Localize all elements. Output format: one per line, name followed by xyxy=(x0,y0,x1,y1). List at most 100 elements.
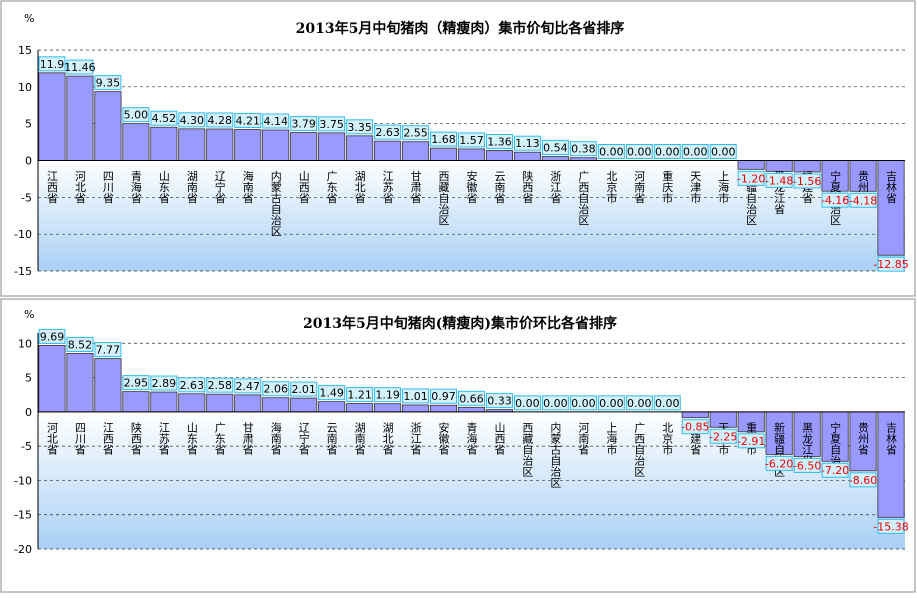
value-label: 1.68 xyxy=(431,133,456,146)
x-tick-label: 青海省 xyxy=(129,170,142,204)
x-tick-label: 四川省 xyxy=(101,171,114,205)
bar xyxy=(262,397,290,413)
value-label-box xyxy=(262,113,290,129)
value-label-box xyxy=(430,388,458,404)
x-tick-label: 安徽省 xyxy=(465,169,478,204)
value-label-box xyxy=(66,59,94,75)
value-label-box xyxy=(597,144,625,159)
value-label: 2.58 xyxy=(208,379,233,392)
value-label-box xyxy=(513,135,541,151)
value-label: 1.21 xyxy=(347,389,372,402)
value-label-box xyxy=(318,116,346,132)
x-tick-label: 辽宁省 xyxy=(213,170,226,204)
x-tick-label: 吉林省 xyxy=(885,170,898,204)
value-label: -1.56 xyxy=(793,175,821,188)
x-tick-label: 浙江省 xyxy=(409,422,422,456)
value-label-box xyxy=(178,112,206,128)
y-tick-label: 0 xyxy=(25,406,32,419)
value-label: 9.69 xyxy=(40,330,65,343)
value-label: 4.21 xyxy=(236,114,261,127)
x-tick-label: 黑龙江省 xyxy=(801,422,814,467)
value-label-box xyxy=(653,395,681,411)
bar xyxy=(877,160,905,256)
x-tick-label: 广东省 xyxy=(213,422,226,456)
value-label: 1.36 xyxy=(487,135,512,148)
value-label: 8.52 xyxy=(68,338,93,351)
x-tick-label: 江苏省 xyxy=(381,170,394,204)
x-tick-label: 西藏自治区 xyxy=(521,422,534,477)
value-label-box xyxy=(206,112,234,128)
x-tick-label: 贵州省 xyxy=(857,422,870,456)
value-label-box xyxy=(737,433,765,449)
value-label: 0.66 xyxy=(459,392,484,405)
x-tick-label: 湖北省 xyxy=(381,422,394,456)
x-tick-label: 四川省 xyxy=(73,422,86,456)
y-tick-label: -15 xyxy=(14,509,32,522)
value-label: 0.97 xyxy=(431,390,456,403)
value-label-box xyxy=(569,395,597,411)
y-tick-label: 5 xyxy=(25,372,32,385)
y-tick-label: 15 xyxy=(18,44,32,57)
value-label: 2.63 xyxy=(375,126,400,139)
bar xyxy=(346,135,374,161)
value-label-box xyxy=(681,144,709,159)
x-tick-label: 内蒙古自治区 xyxy=(549,421,562,488)
value-label-box xyxy=(513,395,541,411)
x-tick-label: 重庆市 xyxy=(661,169,674,204)
value-label: 0.38 xyxy=(571,143,596,156)
value-label: -6.20 xyxy=(765,457,793,470)
bar xyxy=(206,393,234,413)
value-label-box xyxy=(66,336,94,352)
x-tick-label: 云南省 xyxy=(325,422,338,456)
x-tick-label: 湖南省 xyxy=(353,422,366,456)
value-label-box xyxy=(737,170,765,186)
value-label: 4.30 xyxy=(180,114,205,127)
bar xyxy=(66,75,94,161)
y-tick-label: 0 xyxy=(25,155,32,168)
value-label: 9.35 xyxy=(96,77,121,90)
value-label: 2.89 xyxy=(152,377,177,390)
value-label-box xyxy=(318,385,346,401)
value-label-box xyxy=(793,173,821,189)
value-label: -6.50 xyxy=(793,459,821,472)
bar xyxy=(150,126,178,161)
bar xyxy=(793,411,821,457)
value-label: -15.38 xyxy=(873,520,908,533)
value-label: -4.16 xyxy=(821,194,849,207)
value-label-box xyxy=(681,419,709,435)
y-tick-label: -5 xyxy=(21,191,32,204)
value-label: 1.01 xyxy=(403,390,428,403)
value-label-box xyxy=(374,387,402,403)
value-label: 11.46 xyxy=(64,61,96,74)
value-label-box xyxy=(793,457,821,473)
value-label-box xyxy=(541,395,569,411)
chart-title: 2013年5月中旬猪肉（精瘦肉）集市价旬比各省排序 xyxy=(296,20,625,37)
value-label: 0.00 xyxy=(655,397,680,410)
value-label: 0.00 xyxy=(515,397,540,410)
bar xyxy=(122,391,150,413)
x-tick-label: 陕西省 xyxy=(521,169,534,204)
bar xyxy=(318,401,346,413)
x-tick-label: 陕西省 xyxy=(129,421,142,456)
x-tick-label: 吉林省 xyxy=(885,422,898,456)
value-label: 2.06 xyxy=(263,383,288,396)
value-label-box xyxy=(150,110,178,126)
bar xyxy=(849,411,877,472)
value-label-box xyxy=(150,375,178,391)
bar xyxy=(737,160,765,170)
value-label: -2.25 xyxy=(709,430,737,443)
bar xyxy=(821,411,849,462)
value-label-box xyxy=(765,172,793,188)
x-tick-label: 河北省 xyxy=(45,422,58,456)
x-tick-label: 江苏省 xyxy=(157,422,170,456)
value-label-box xyxy=(122,375,150,391)
x-tick-label: 广西自治区 xyxy=(577,170,590,225)
bar xyxy=(178,128,206,161)
bar xyxy=(374,403,402,413)
bar xyxy=(150,391,178,413)
x-tick-label: 青海省 xyxy=(465,422,478,456)
bar xyxy=(485,150,514,161)
value-label: 5.00 xyxy=(124,109,149,122)
value-label-box xyxy=(234,112,262,128)
value-label: 0.00 xyxy=(599,146,624,159)
